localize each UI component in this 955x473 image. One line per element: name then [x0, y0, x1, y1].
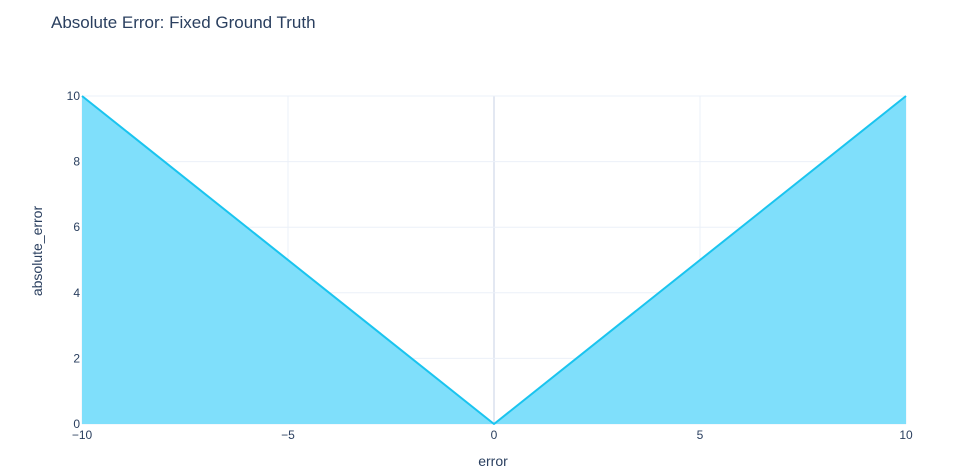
- y-axis-title: absolute_error: [29, 206, 45, 297]
- x-tick-label: 5: [697, 428, 704, 442]
- area-layer: [81, 95, 907, 425]
- y-tick-label: 4: [73, 286, 80, 300]
- chart-title: Absolute Error: Fixed Ground Truth: [51, 13, 316, 32]
- y-tick-label: 8: [73, 155, 80, 169]
- x-tick-label: −10: [72, 428, 93, 442]
- y-tick-label: 2: [73, 351, 80, 365]
- x-tick-label: −5: [281, 428, 295, 442]
- tick-layer: −10 −5 0 5 10 0 2 4 6 8 10: [67, 89, 913, 442]
- area-fill: [82, 96, 906, 424]
- x-tick-label: 0: [491, 428, 498, 442]
- y-tick-label: 0: [73, 417, 80, 431]
- series-line: [81, 95, 907, 425]
- x-axis-title: error: [478, 453, 508, 469]
- y-tick-label: 6: [73, 220, 80, 234]
- y-tick-label: 10: [67, 89, 81, 103]
- x-tick-label: 10: [899, 428, 913, 442]
